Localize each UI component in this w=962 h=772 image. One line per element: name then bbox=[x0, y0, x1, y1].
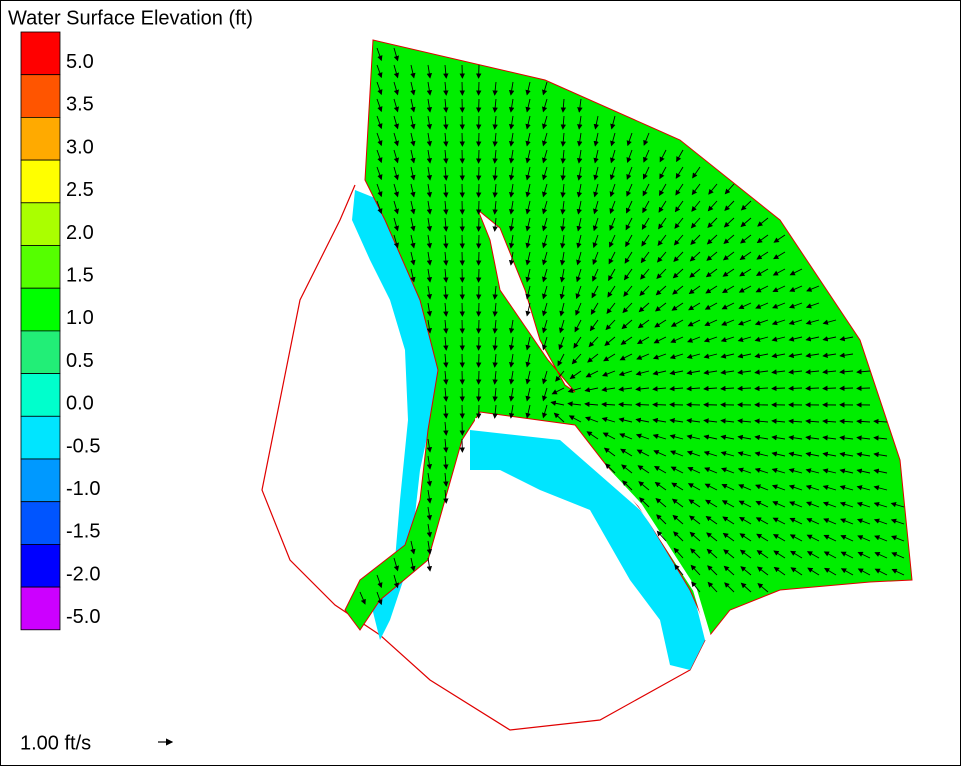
legend-label: 2.5 bbox=[66, 179, 94, 201]
legend-swatch bbox=[21, 459, 60, 502]
legend-label: 0.5 bbox=[66, 350, 94, 372]
velocity-vector bbox=[653, 404, 666, 405]
legend-label: 1.5 bbox=[66, 265, 94, 287]
legend-label: -5.0 bbox=[66, 606, 100, 628]
legend-swatch bbox=[21, 587, 60, 630]
legend-label: 2.0 bbox=[66, 222, 94, 244]
legend-swatch bbox=[21, 117, 60, 160]
legend-swatch bbox=[21, 246, 60, 289]
legend-label: 5.0 bbox=[66, 51, 94, 73]
legend-swatch bbox=[21, 374, 60, 417]
legend-swatch bbox=[21, 203, 60, 246]
legend-label: 3.0 bbox=[66, 136, 94, 158]
legend-label: -1.5 bbox=[66, 521, 100, 543]
legend-swatch bbox=[21, 160, 60, 203]
legend-label: 0.0 bbox=[66, 393, 94, 415]
velocity-vector bbox=[636, 404, 649, 405]
legend-swatch bbox=[21, 416, 60, 459]
legend-title: Water Surface Elevation (ft) bbox=[8, 7, 253, 29]
legend-label: 3.5 bbox=[66, 94, 94, 116]
legend-swatch bbox=[21, 331, 60, 374]
legend-swatch bbox=[21, 544, 60, 587]
legend-swatch bbox=[21, 288, 60, 331]
legend-swatch bbox=[21, 75, 60, 118]
velocity-vector bbox=[789, 388, 802, 389]
velocity-vector bbox=[806, 388, 819, 389]
velocity-vector bbox=[823, 388, 836, 389]
scale-label: 1.00 ft/s bbox=[20, 732, 91, 754]
legend-label: -0.5 bbox=[66, 435, 100, 457]
velocity-vector bbox=[772, 388, 785, 389]
legend-swatch bbox=[21, 502, 60, 545]
map-view: Water Surface Elevation (ft) 5.0 3.5 3.0 2.… bbox=[0, 0, 962, 767]
legend-label: 1.0 bbox=[66, 307, 94, 329]
legend-label: -1.0 bbox=[66, 478, 100, 500]
legend-label: -2.0 bbox=[66, 563, 100, 585]
legend-swatch bbox=[21, 32, 60, 75]
